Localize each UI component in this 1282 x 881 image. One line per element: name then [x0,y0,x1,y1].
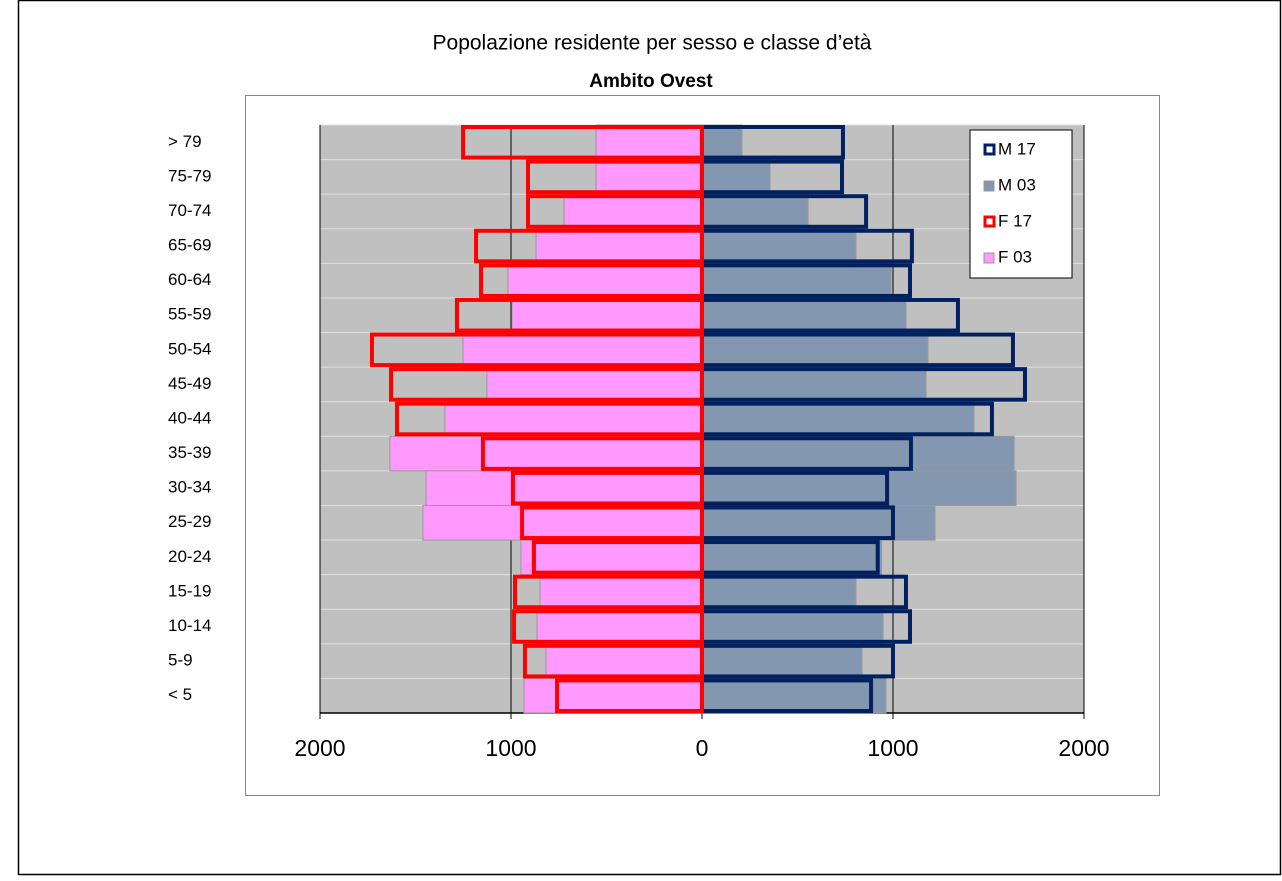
outline-bar [555,678,704,713]
bar [701,574,857,610]
x-tick-label: 0 [696,735,709,761]
bar [701,228,857,264]
y-tick-label: 65-69 [168,236,211,255]
x-tick-label: 2000 [1058,735,1109,761]
outline-bar [479,263,704,298]
legend-swatch [983,180,995,192]
legend-label: F 03 [998,247,1032,266]
legend-label: M 17 [998,139,1036,158]
outline-bar [513,574,704,610]
bar [701,435,1015,472]
outline-bar [531,540,704,575]
y-tick-label: 50-54 [168,339,211,358]
y-tick-label: > 79 [168,132,202,151]
legend-swatch [983,252,995,264]
bar [444,401,703,437]
bar [701,124,743,161]
bar [539,574,703,610]
y-tick-label: 45-49 [168,374,211,393]
legend-swatch [983,215,996,228]
y-tick-label: 60-64 [168,270,211,289]
bar [701,504,936,541]
y-tick-label: 10-14 [168,616,211,635]
y-tick-label: 70-74 [168,201,211,220]
bar [545,643,703,679]
outline-bar [369,332,704,368]
y-tick-label: 30-34 [168,478,211,497]
bar [701,470,1017,506]
y-tick-label: < 5 [168,685,192,704]
bar [535,228,703,264]
bar [701,193,809,230]
y-tick-label: 20-24 [168,547,211,566]
x-tick-label: 2000 [294,735,345,761]
bar [422,504,703,541]
y-tick-label: 40-44 [168,408,211,427]
bar [425,470,703,506]
y-tick-label: 25-29 [168,512,211,531]
bar [701,159,771,195]
outline-bar [522,643,704,679]
bar [701,677,887,714]
bar [462,332,703,368]
outline-bar [525,159,705,195]
bar [563,193,703,230]
y-tick-label: 5-9 [168,651,193,670]
outline-bar [474,228,704,264]
outline-bar [480,436,704,471]
bar [507,262,703,299]
legend-label: F 17 [998,211,1032,230]
outline-bar [520,505,704,541]
bar [520,539,703,576]
outline-bar [454,297,704,333]
bar [701,643,863,679]
outline-bar [510,470,704,506]
chart-title: Popolazione residente per sesso e classe… [433,32,872,55]
bar [595,124,703,161]
bar [389,435,703,472]
bar [701,297,907,334]
bar [595,159,703,195]
outline-bar [525,194,705,229]
legend-label: M 03 [998,175,1036,194]
chart-subtitle: Ambito Ovest [589,71,713,92]
bar [701,608,884,645]
outline-bar [512,609,705,644]
bar [486,366,703,403]
y-tick-label: 75-79 [168,166,211,185]
outline-bar [394,401,704,437]
bar [511,297,703,334]
y-tick-label: 55-59 [168,305,211,324]
bar [536,608,703,645]
bar [701,539,883,576]
bar [701,262,892,299]
bar [701,366,927,403]
outline-bar [461,125,704,160]
x-tick-label: 1000 [867,735,918,761]
bar [523,677,703,714]
legend-swatch [983,143,996,156]
y-tick-label: 35-39 [168,443,211,462]
outline-bar [389,367,704,402]
y-tick-label: 15-19 [168,581,211,600]
bar [701,332,929,368]
bar [701,401,975,437]
x-tick-label: 1000 [485,735,536,761]
